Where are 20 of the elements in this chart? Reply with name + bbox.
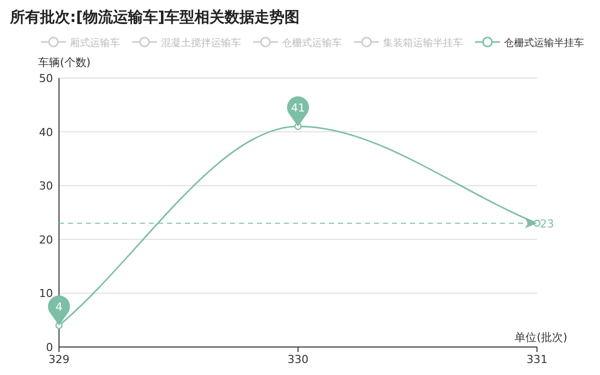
x-axis-title: 单位(批次)	[514, 331, 568, 344]
x-tick-label: 329	[48, 353, 70, 366]
annotation: 41	[291, 101, 305, 114]
legend-label: 仓栅式运输半挂车	[504, 37, 584, 49]
x-tick-label: 331	[526, 353, 548, 366]
ref-line-label: 23	[540, 217, 554, 230]
y-tick-label: 20	[39, 233, 53, 246]
y-tick-label: 0	[46, 341, 53, 354]
chart-title: 所有批次:[物流运输车]车型相关数据走势图	[9, 8, 300, 26]
legend-label: 集装箱运输半挂车	[383, 37, 463, 49]
annotation: 4	[56, 300, 62, 314]
y-tick-label: 10	[39, 287, 53, 300]
legend-label: 混凝土搅拌运输车	[161, 37, 241, 49]
x-tick-label: 330	[288, 353, 308, 366]
y-tick-label: 50	[39, 72, 53, 85]
y-tick-label: 30	[39, 180, 53, 193]
legend-label: 厢式运输车	[70, 37, 120, 49]
y-tick-label: 40	[39, 126, 53, 139]
legend-label: 仓栅式运输车	[282, 37, 342, 49]
y-axis-title: 车辆(个数)	[38, 56, 91, 69]
